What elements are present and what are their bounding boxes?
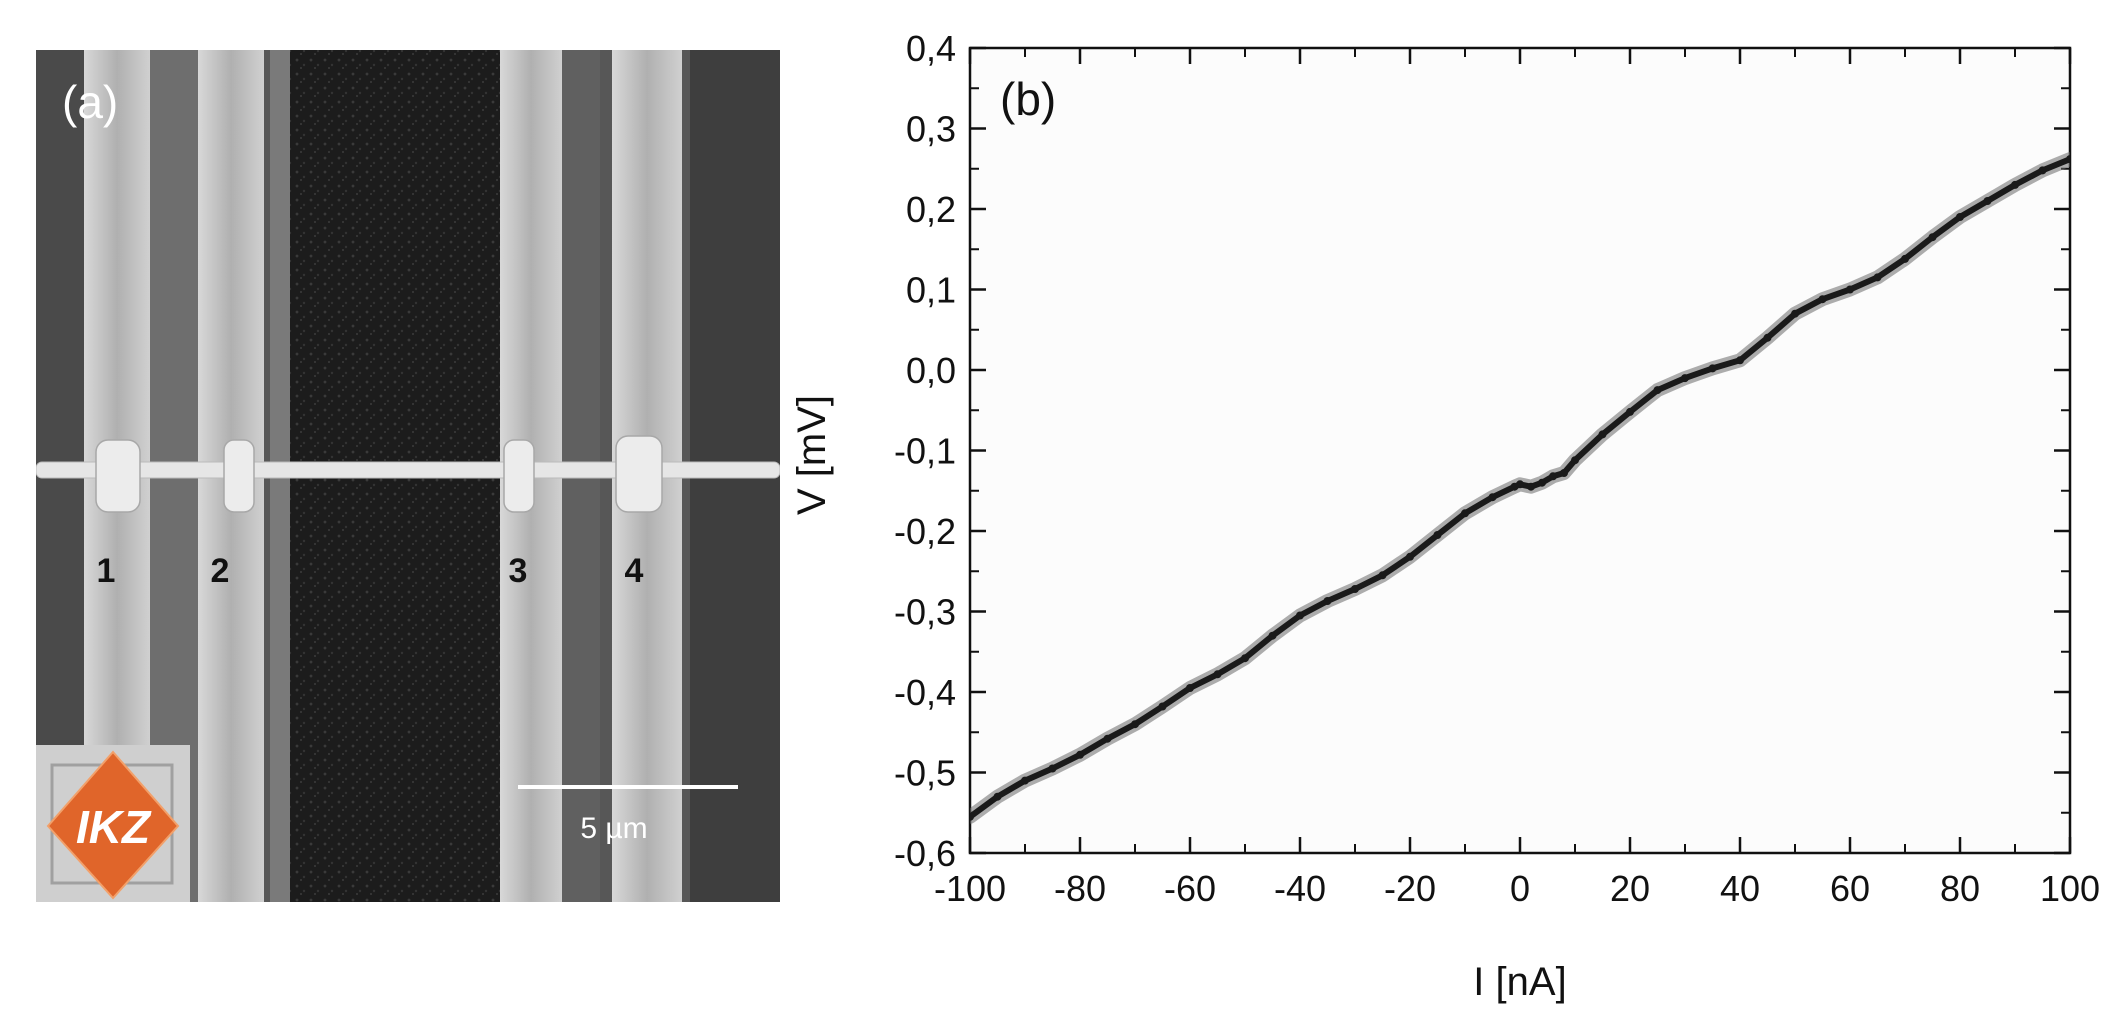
iv-chart: (b) -0,6 -0,5 -0,4 -0,3 -0,2 -0,1 0,0 0,1 0,2 0,3…: [790, 28, 2100, 1004]
data-point: [1626, 407, 1634, 416]
plot-frame: [968, 46, 2072, 855]
y-tick-label: 0,1: [906, 270, 956, 311]
data-point: [1076, 750, 1084, 759]
y-tick-label: 0,4: [906, 28, 956, 69]
data-point: [2066, 155, 2070, 164]
data-point: [1598, 430, 1607, 439]
data-point: [1268, 631, 1277, 640]
data-point: [1763, 333, 1772, 342]
data-point: [1516, 480, 1524, 489]
y-tick-label: -0,3: [894, 592, 956, 633]
x-tick-label: 0: [1510, 868, 1530, 909]
y-tick-label: -0,4: [894, 672, 956, 713]
x-axis: -100 -80 -60 -40 -20 0 20 40 60 80 100: [934, 48, 2100, 909]
data-point: [1846, 285, 1854, 294]
data-point: [1021, 776, 1029, 785]
x-tick-label: -80: [1054, 868, 1106, 909]
y-tick-label: 0,3: [906, 109, 956, 150]
series-layer: [970, 152, 2070, 824]
data-point: [1791, 309, 1799, 318]
data-point: [1901, 254, 1909, 263]
data-point: [1186, 684, 1194, 692]
data-point: [1488, 493, 1497, 502]
data-point: [2011, 180, 2019, 189]
y-axis-label: V [mV]: [790, 395, 834, 515]
x-tick-label: 60: [1830, 868, 1870, 909]
data-point: [2038, 166, 2047, 175]
data-point: [1406, 552, 1414, 561]
panel-a-label: (a): [62, 76, 118, 128]
data-point: [1213, 670, 1222, 679]
y-tick-label: -0,5: [894, 753, 956, 794]
data-point: [970, 812, 974, 821]
contact-label-2: 2: [211, 552, 230, 590]
data-point: [1378, 571, 1387, 580]
data-point: [1928, 233, 1937, 242]
y-tick-label: 0,2: [906, 189, 956, 230]
data-point: [1241, 654, 1249, 663]
x-tick-label: 40: [1720, 868, 1760, 909]
sem-image-panel: 1 2 3 4 (a) 5 µm IKZ: [36, 50, 780, 902]
y-tick-label: -0,2: [894, 511, 956, 552]
x-axis-label: I [nA]: [1473, 960, 1566, 1004]
data-point: [1983, 197, 1992, 205]
data-point: [1461, 509, 1469, 518]
data-point: [1736, 356, 1744, 365]
data-point: [993, 792, 1002, 801]
data-point: [1048, 764, 1057, 773]
data-point: [1158, 702, 1167, 711]
data-point: [1818, 295, 1827, 304]
x-tick-label: 20: [1610, 868, 1650, 909]
data-point: [1549, 472, 1557, 481]
x-tick-label: -40: [1274, 868, 1326, 909]
data-point: [1571, 456, 1579, 465]
x-tick-label: 80: [1940, 868, 1980, 909]
x-tick-label: 100: [2040, 868, 2100, 909]
data-point: [1956, 213, 1964, 221]
scale-bar: [518, 785, 738, 789]
x-tick-label: -60: [1164, 868, 1216, 909]
data-point: [1296, 611, 1304, 620]
data-point: [1351, 585, 1359, 593]
data-point: [1873, 273, 1882, 282]
data-point: [1323, 597, 1332, 605]
y-tick-label: -0,1: [894, 431, 956, 472]
data-point: [1527, 482, 1535, 491]
y-tick-label: 0,0: [906, 350, 956, 391]
y-axis: -0,6 -0,5 -0,4 -0,3 -0,2 -0,1 0,0 0,1 0,2 0,3 0,4: [894, 28, 2070, 874]
data-point: [1131, 720, 1139, 729]
data-point: [1653, 386, 1662, 395]
data-point: [1560, 469, 1568, 477]
scale-bar-label: 5 µm: [580, 812, 647, 845]
svg-text:IKZ: IKZ: [76, 801, 152, 853]
data-point: [1681, 374, 1689, 383]
contact-label-4: 4: [625, 552, 644, 590]
contact-label-1: 1: [97, 552, 116, 590]
y-tick-label: -0,6: [894, 833, 956, 874]
data-point: [1433, 531, 1442, 539]
data-point: [1708, 364, 1717, 373]
contact-clamps: [95, 435, 663, 513]
data-point: [1103, 734, 1112, 743]
data-point: [1538, 478, 1546, 487]
panel-b-label: (b): [1000, 73, 1056, 125]
x-tick-label: -100: [934, 868, 1006, 909]
nanowire: [36, 461, 780, 479]
ikz-logo: IKZ: [36, 745, 190, 902]
contact-label-3: 3: [509, 552, 528, 590]
x-tick-label: -20: [1384, 868, 1436, 909]
